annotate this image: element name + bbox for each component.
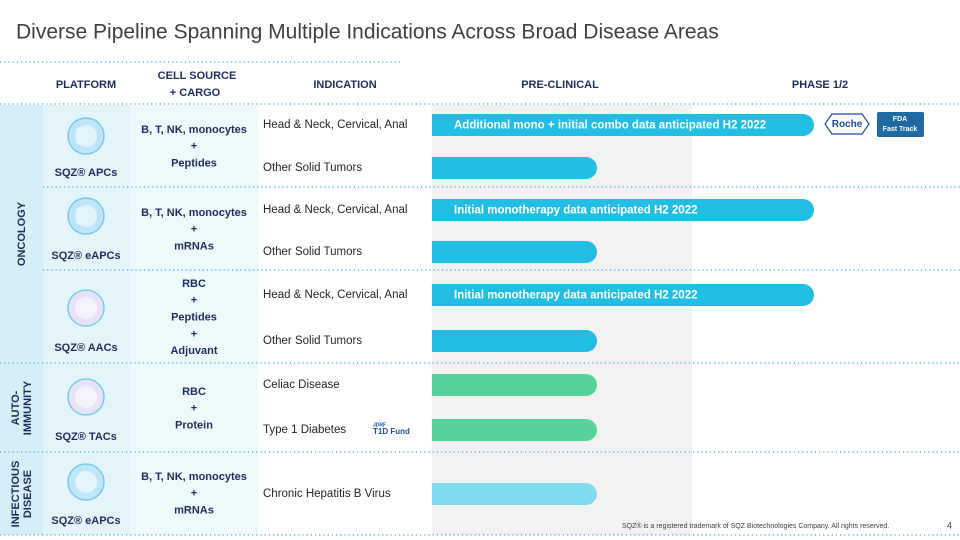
fda-label: FDA: [893, 116, 907, 123]
indication: Type 1 Diabetes: [263, 424, 346, 436]
area-column: [0, 105, 43, 535]
stage-bar: [432, 419, 597, 441]
stage-bar: [432, 374, 597, 396]
cargo-line: +: [191, 295, 197, 307]
fda-box: [877, 112, 924, 137]
area-label: ONCOLOGY: [16, 201, 28, 266]
fda-badge: FDA Fast Track: [877, 112, 924, 137]
area-label: AUTO-: [10, 390, 22, 425]
roche-label: Roche: [832, 119, 863, 130]
cargo-line: Peptides: [171, 158, 217, 170]
area-label: INFECTIOUS: [10, 461, 22, 528]
footer: SQZ® is a registered trademark of SQZ Bi…: [622, 522, 889, 530]
platform-icon-core: [75, 125, 97, 147]
fda-label: Fast Track: [883, 126, 918, 133]
cargo-line: Adjuvant: [170, 345, 217, 357]
header: PLATFORM: [56, 79, 116, 91]
cargo-line: +: [191, 488, 197, 500]
area-label: IMMUNITY: [22, 380, 34, 435]
jdrf-badge: JDRF T1D Fund: [373, 422, 410, 436]
platform-icon-core: [75, 297, 97, 319]
indication: Other Solid Tumors: [263, 162, 362, 174]
cargo-line: +: [191, 141, 197, 153]
indication: Other Solid Tumors: [263, 335, 362, 347]
platform-name: SQZ® eAPCs: [51, 250, 120, 262]
cargo-line: +: [191, 224, 197, 236]
jdrf-label: T1D Fund: [373, 427, 410, 436]
area-label: DISEASE: [22, 470, 34, 518]
indication: Head & Neck, Cervical, Anal: [263, 204, 407, 216]
roche-shape: [824, 113, 870, 135]
platform-name: SQZ® AACs: [54, 342, 117, 354]
cargo-line: +: [191, 403, 197, 415]
stage-bar: [432, 284, 814, 306]
stage-bar: [432, 114, 814, 136]
stage-bar: [432, 157, 597, 179]
header: + CARGO: [170, 87, 221, 99]
cargo-line: RBC: [182, 278, 206, 290]
page-number: 4: [947, 520, 952, 530]
platform-name: SQZ® APCs: [55, 167, 118, 179]
platform-name: SQZ® TACs: [55, 431, 117, 443]
cargo-line: Peptides: [171, 312, 217, 324]
platform-icon-core: [75, 205, 97, 227]
stage-bar: [432, 241, 597, 263]
header: PRE-CLINICAL: [521, 79, 599, 91]
cargo-column: [130, 105, 258, 535]
cargo-line: mRNAs: [174, 505, 214, 517]
platform-icon-core: [75, 471, 97, 493]
jdrf-label: JDRF: [373, 422, 386, 428]
slide-title: Diverse Pipeline Spanning Multiple Indic…: [16, 21, 719, 44]
header: PHASE 1/2: [792, 79, 848, 91]
bar-note: Initial monotherapy data anticipated H2 …: [454, 290, 697, 302]
indication: Head & Neck, Cervical, Anal: [263, 119, 407, 131]
header: CELL SOURCE: [158, 70, 237, 82]
indication: Chronic Hepatitis B Virus: [263, 488, 391, 500]
bar-note: Initial monotherapy data anticipated H2 …: [454, 205, 697, 217]
stage-bar: [432, 483, 597, 505]
platform-icon-core: [75, 386, 97, 408]
stage-bar: [432, 330, 597, 352]
indication: Head & Neck, Cervical, Anal: [263, 289, 407, 301]
cargo-line: Protein: [175, 420, 213, 432]
cargo-line: B, T, NK, monocytes: [141, 471, 247, 483]
cargo-line: +: [191, 328, 197, 340]
stage-bar: [432, 199, 814, 221]
bar-note: Additional mono + initial combo data ant…: [454, 120, 766, 132]
indication: Other Solid Tumors: [263, 246, 362, 258]
cargo-line: B, T, NK, monocytes: [141, 207, 247, 219]
header: INDICATION: [313, 79, 376, 91]
roche-badge: Roche: [824, 113, 870, 135]
platform-name: SQZ® eAPCs: [51, 515, 120, 527]
cargo-line: RBC: [182, 386, 206, 398]
indication: Celiac Disease: [263, 379, 340, 391]
cargo-line: mRNAs: [174, 241, 214, 253]
cargo-line: B, T, NK, monocytes: [141, 124, 247, 136]
